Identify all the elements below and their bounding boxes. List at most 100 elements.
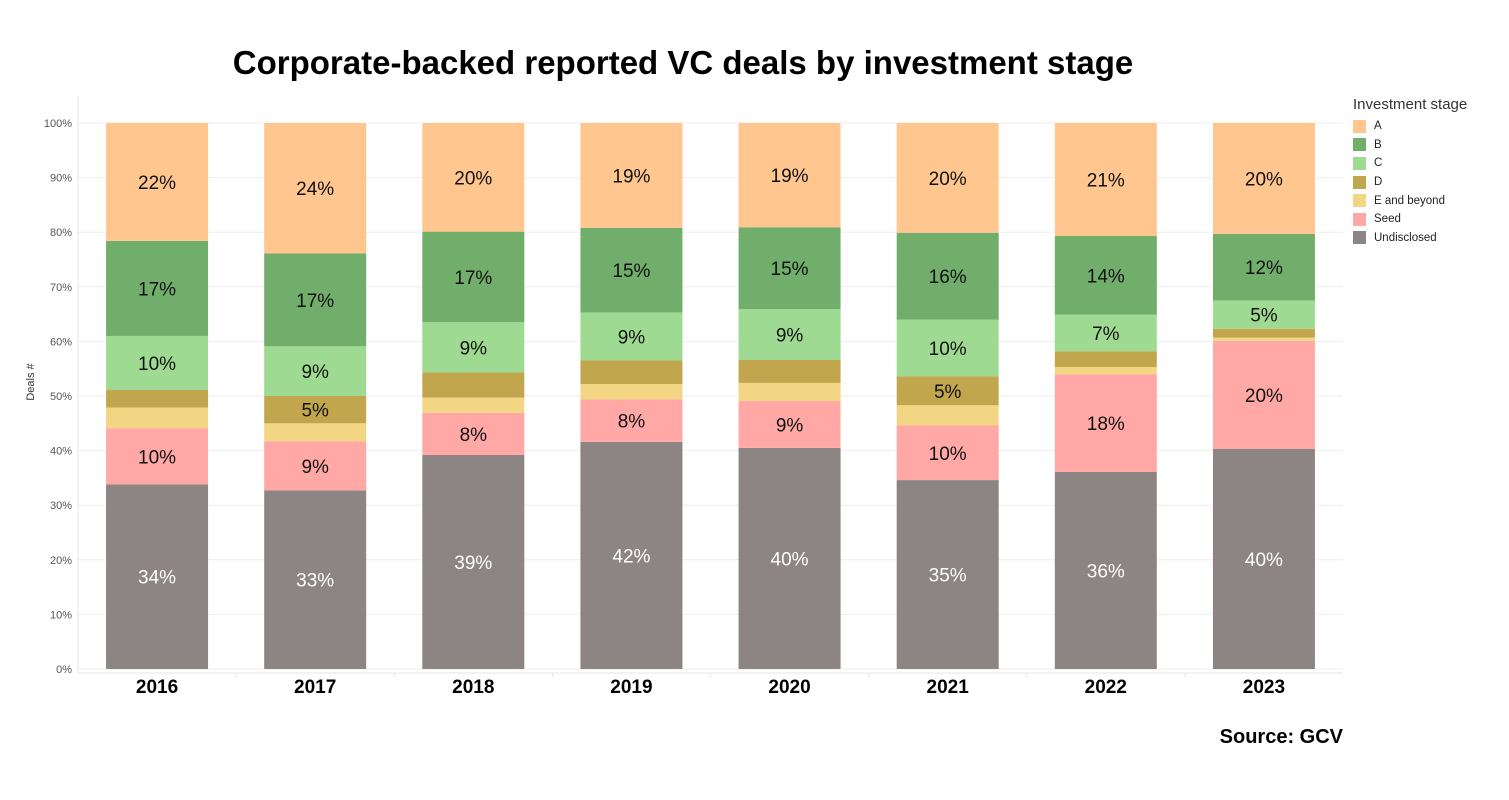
legend-label: C [1374, 157, 1383, 170]
data-label: 12% [1245, 258, 1283, 279]
bar-segment [422, 412, 525, 455]
bar-segment [1054, 236, 1157, 315]
data-label: 9% [301, 362, 329, 383]
data-label: 20% [1245, 386, 1283, 407]
legend-label: A [1374, 120, 1382, 133]
bar-segment [738, 309, 841, 360]
bar-segment [738, 227, 841, 310]
x-tick-label: 2022 [1085, 677, 1127, 698]
data-label: 9% [776, 326, 804, 347]
y-tick-label: 60% [50, 336, 72, 348]
data-label: 40% [771, 549, 809, 570]
bar-segment [896, 425, 999, 481]
y-tick-label: 20% [50, 555, 72, 567]
bar-segment [422, 322, 525, 373]
bar-segment [1054, 314, 1157, 352]
bar-segment [896, 319, 999, 377]
bar-segment [1054, 367, 1157, 375]
bar-segment [896, 405, 999, 426]
data-label: 16% [929, 267, 967, 288]
bar-segment [1212, 123, 1315, 234]
data-label: 10% [929, 444, 967, 465]
data-label: 19% [612, 166, 650, 187]
data-label: 9% [618, 327, 646, 348]
bar-segment [264, 396, 367, 424]
data-label: 7% [1092, 324, 1120, 345]
legend-swatch [1353, 138, 1366, 152]
legend-swatch [1353, 231, 1366, 245]
bar-segment [264, 441, 367, 491]
data-label: 24% [296, 179, 334, 200]
bar-segment [264, 346, 367, 396]
bar-segment [896, 232, 999, 320]
data-label: 17% [454, 268, 492, 289]
y-tick-label: 80% [50, 227, 72, 239]
y-tick-label: 30% [50, 500, 72, 512]
data-label: 40% [1245, 550, 1283, 571]
legend-swatch [1353, 212, 1366, 226]
bar-segment [1212, 233, 1315, 301]
bar-segment [580, 441, 683, 669]
bar-segment [580, 399, 683, 442]
data-label: 10% [138, 354, 176, 375]
bar-segment [580, 123, 683, 228]
data-label: 10% [929, 339, 967, 360]
x-tick-label: 2018 [452, 677, 494, 698]
data-label: 9% [460, 338, 488, 359]
x-tick-label: 2016 [136, 677, 178, 698]
data-label: 15% [771, 259, 809, 280]
data-label: 39% [454, 553, 492, 574]
bar-segment [264, 490, 367, 669]
bar-segment [1054, 123, 1157, 237]
data-label: 17% [296, 291, 334, 312]
bar-segment [264, 423, 367, 442]
bar-segment [738, 382, 841, 401]
data-label: 9% [776, 415, 804, 436]
x-tick-label: 2020 [768, 677, 810, 698]
bar-segment [1212, 328, 1315, 338]
data-label: 5% [1250, 306, 1278, 327]
bar-segment [422, 372, 525, 398]
bar-segment [106, 335, 209, 390]
data-label: 9% [301, 457, 329, 478]
y-axis-title: Deals # [25, 362, 37, 400]
data-label: 21% [1087, 171, 1125, 192]
bar-segment [1212, 337, 1315, 341]
legend-swatch [1353, 119, 1366, 133]
legend-swatch [1353, 194, 1366, 208]
bar-segment [580, 383, 683, 400]
bar-segment [1212, 300, 1315, 329]
legend-item: A [1353, 117, 1503, 136]
y-tick-label: 70% [50, 282, 72, 294]
data-label: 20% [454, 168, 492, 189]
bar-segment [738, 359, 841, 383]
chart-title: Corporate-backed reported VC deals by in… [232, 44, 1134, 81]
data-label: 19% [771, 166, 809, 187]
y-tick-label: 0% [56, 664, 72, 676]
y-tick-label: 50% [50, 391, 72, 403]
data-label: 8% [618, 412, 646, 433]
data-label: 42% [612, 546, 650, 567]
data-label: 10% [138, 447, 176, 468]
bar-segment [1212, 340, 1315, 449]
bar-segment [106, 484, 209, 669]
data-label: 33% [296, 571, 334, 592]
bar-segment [422, 454, 525, 669]
bar-segment [422, 123, 525, 232]
bar-segment [264, 253, 367, 347]
source-note: Source: GCV [1219, 726, 1343, 748]
legend-label: B [1374, 138, 1382, 151]
bar-segment [580, 227, 683, 313]
bar-segment [106, 407, 209, 429]
legend-swatch [1353, 175, 1366, 189]
x-tick-label: 2017 [294, 677, 336, 698]
bar-segment [422, 397, 525, 413]
data-label: 35% [929, 566, 967, 587]
legend-label: Seed [1374, 213, 1401, 226]
data-label: 5% [934, 382, 962, 403]
legend-item: E and beyond [1353, 191, 1503, 210]
legend-item: B [1353, 136, 1503, 155]
x-tick-label: 2023 [1243, 677, 1285, 698]
data-label: 20% [929, 169, 967, 190]
